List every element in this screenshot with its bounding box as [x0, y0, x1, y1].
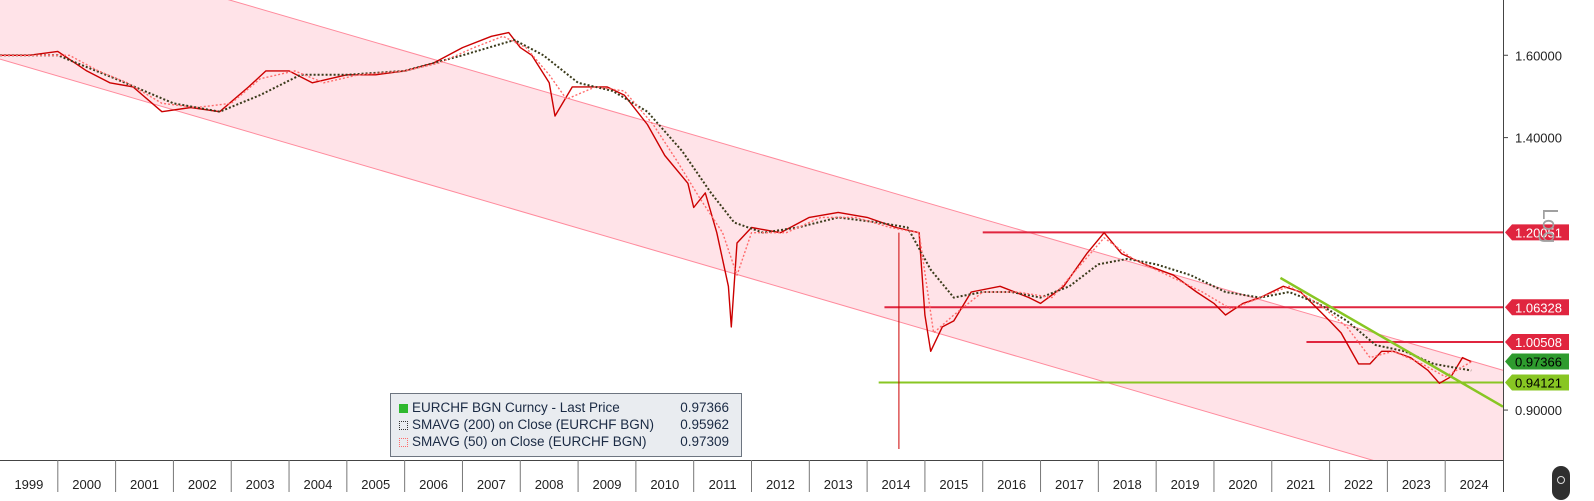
x-tick-label-11: 2010 [650, 477, 679, 492]
legend-value: 0.97309 [680, 434, 729, 449]
legend-value: 0.97366 [680, 400, 729, 415]
x-tick-label-6: 2005 [361, 477, 390, 492]
dotted-square-icon [399, 437, 408, 447]
trendline-mark [1279, 276, 1503, 408]
x-tick-label-3: 2002 [188, 477, 217, 492]
level-badge-1-label: 1.06328 [1515, 300, 1562, 315]
x-tick-label-22: 2021 [1286, 477, 1315, 492]
x-tick-label-16: 2015 [939, 477, 968, 492]
series-line-1 [0, 39, 1472, 372]
x-tick-label-23: 2022 [1344, 477, 1373, 492]
x-tick-label-0: 1999 [14, 477, 43, 492]
level-lines [878, 231, 1503, 384]
y-axis: 1.60000 1.40000 0.90000 [1503, 0, 1562, 492]
legend-label: SMAVG (50) on Close (EURCHF BGN) [412, 434, 647, 449]
x-axis: 1999 2000 2001 2002 2003 2004 2005 2006 2007 2008… [0, 460, 1503, 492]
x-tick-label-18: 2017 [1055, 477, 1084, 492]
series-line-0 [0, 31, 1472, 384]
x-tick-label-4: 2003 [246, 477, 275, 492]
x-tick-label-1: 2000 [72, 477, 101, 492]
level-badge-1-shape [1505, 299, 1569, 316]
level-badge-3: 0.94121 [1505, 374, 1569, 391]
trendline [1279, 276, 1503, 408]
filled-square-icon [399, 403, 408, 413]
trend-channel [0, 0, 1503, 460]
x-tick-label-17: 2016 [997, 477, 1026, 492]
x-tick-label-14: 2013 [824, 477, 853, 492]
last-price-badge-label: 0.97366 [1515, 355, 1562, 370]
x-tick-label-9: 2008 [535, 477, 564, 492]
x-tick-label-19: 2018 [1113, 477, 1142, 492]
scroll-handle[interactable] [1552, 466, 1570, 500]
level-badge-2-label: 1.00508 [1515, 335, 1562, 350]
channel-band [0, 0, 1503, 460]
legend-entry-last-price: EURCHF BGN Curncy - Last Price 0.97366 [399, 399, 735, 416]
legend-label: EURCHF BGN Curncy - Last Price [412, 400, 620, 415]
level-badge-0: 1.20051 [1505, 224, 1569, 241]
level-badge-3-label: 0.94121 [1515, 375, 1562, 390]
x-tick-label-20: 2019 [1171, 477, 1200, 492]
legend-entry-sma200: SMAVG (200) on Close (EURCHF BGN) 0.9596… [399, 416, 735, 433]
handle-dot-icon [1557, 476, 1565, 484]
legend-label: SMAVG (200) on Close (EURCHF BGN) [412, 417, 655, 432]
x-tick-label-8: 2007 [477, 477, 506, 492]
x-tick-label-7: 2006 [419, 477, 448, 492]
last-price-badge-shape [1505, 353, 1569, 370]
x-tick-label-12: 2011 [709, 477, 737, 492]
legend-entry-sma50: SMAVG (50) on Close (EURCHF BGN) 0.97309 [399, 433, 735, 450]
dotted-square-icon [399, 420, 408, 430]
x-tick-label-24: 2023 [1402, 477, 1431, 492]
level-badge-0-label: 1.20051 [1515, 225, 1562, 240]
y-tick-label-1: 1.40000 [1515, 131, 1562, 146]
x-tick-label-2: 2001 [130, 477, 159, 492]
y-tick-label-2: 0.90000 [1515, 403, 1562, 418]
legend-value: 0.95962 [680, 417, 729, 432]
channel-lower-line [0, 58, 1374, 460]
level-badge-1: 1.06328 [1505, 299, 1569, 316]
x-tick-label-13: 2012 [766, 477, 795, 492]
level-badge-0-shape [1505, 224, 1569, 241]
channel-upper-line [227, 0, 1503, 371]
level-badge-2-shape [1505, 333, 1569, 350]
x-tick-label-15: 2014 [882, 477, 911, 492]
value-badges: 1.20051 1.06328 1.00508 0.94121 0.97366 [1505, 224, 1569, 391]
x-tick-label-25: 2024 [1460, 477, 1489, 492]
chart-legend[interactable]: EURCHF BGN Curncy - Last Price 0.97366 S… [390, 393, 742, 457]
last-price-badge: 0.97366 [1505, 353, 1569, 370]
x-tick-label-5: 2004 [303, 477, 332, 492]
level-badge-2: 1.00508 [1505, 333, 1569, 350]
level-badge-3-shape [1505, 374, 1569, 391]
x-tick-label-21: 2020 [1228, 477, 1257, 492]
series-group [0, 31, 1472, 384]
y-tick-label-0: 1.60000 [1515, 48, 1562, 63]
scale-label[interactable]: Log [1538, 208, 1562, 244]
x-tick-label-10: 2009 [593, 477, 622, 492]
